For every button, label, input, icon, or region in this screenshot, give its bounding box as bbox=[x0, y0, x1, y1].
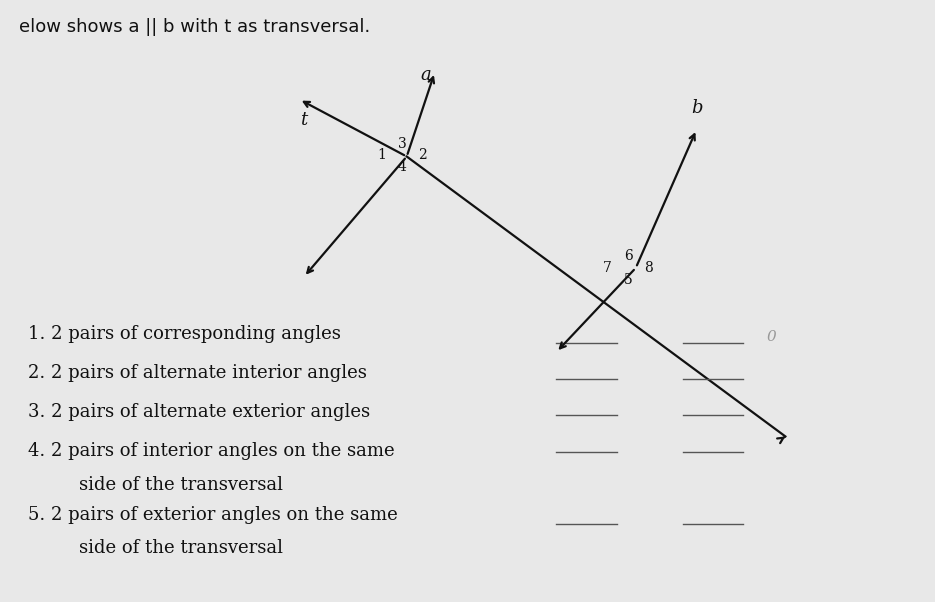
Text: side of the transversal: side of the transversal bbox=[79, 539, 283, 557]
Text: 2. 2 pairs of alternate interior angles: 2. 2 pairs of alternate interior angles bbox=[28, 364, 367, 382]
Text: 5. 2 pairs of exterior angles on the same: 5. 2 pairs of exterior angles on the sam… bbox=[28, 506, 397, 524]
Text: side of the transversal: side of the transversal bbox=[79, 476, 283, 494]
Text: t: t bbox=[300, 111, 308, 129]
Text: 1: 1 bbox=[377, 148, 386, 163]
Text: 6: 6 bbox=[624, 249, 633, 263]
Text: 4. 2 pairs of interior angles on the same: 4. 2 pairs of interior angles on the sam… bbox=[28, 442, 395, 461]
Text: 7: 7 bbox=[603, 261, 612, 275]
Text: elow shows a || b with t as transversal.: elow shows a || b with t as transversal. bbox=[19, 18, 370, 36]
Text: 8: 8 bbox=[644, 261, 654, 275]
Text: 5: 5 bbox=[624, 273, 633, 287]
Text: b: b bbox=[691, 99, 702, 117]
Text: 4: 4 bbox=[397, 160, 407, 175]
Text: 2: 2 bbox=[418, 148, 427, 163]
Text: 1. 2 pairs of corresponding angles: 1. 2 pairs of corresponding angles bbox=[28, 325, 341, 343]
Text: 3. 2 pairs of alternate exterior angles: 3. 2 pairs of alternate exterior angles bbox=[28, 403, 370, 421]
Text: 0: 0 bbox=[767, 330, 776, 344]
Text: a: a bbox=[420, 66, 431, 84]
Text: 3: 3 bbox=[397, 137, 407, 152]
